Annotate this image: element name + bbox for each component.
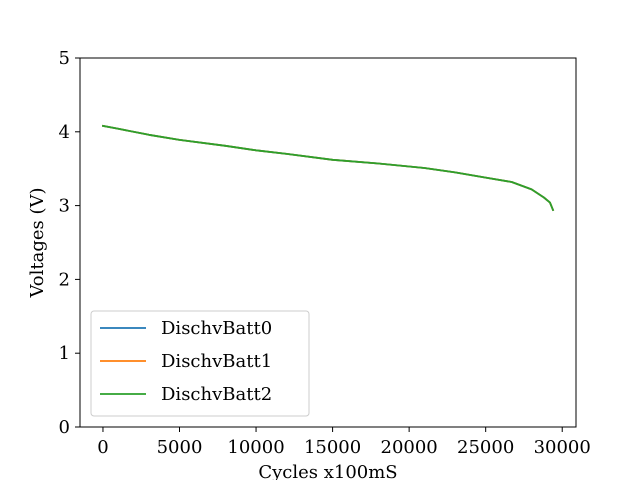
x-tick-label: 25000 bbox=[457, 437, 514, 458]
legend-label: DischvBatt0 bbox=[161, 318, 272, 339]
x-axis: 0 5000 10000 15000 20000 25000 30000 bbox=[97, 427, 591, 458]
y-tick-label: 2 bbox=[59, 269, 70, 290]
y-tick-label: 5 bbox=[59, 48, 70, 69]
legend-box bbox=[90, 310, 310, 417]
x-tick-label: 20000 bbox=[381, 437, 438, 458]
x-tick-label: 0 bbox=[97, 437, 108, 458]
y-axis-label: Voltages (V) bbox=[27, 187, 48, 298]
legend-label: DischvBatt1 bbox=[161, 351, 272, 372]
series-lines bbox=[101, 124, 555, 212]
x-axis-label: Cycles x100mS bbox=[258, 462, 397, 480]
y-axis: 0 1 2 3 4 5 bbox=[59, 48, 80, 438]
legend: DischvBatt0 DischvBatt1 DischvBatt2 bbox=[90, 310, 310, 417]
y-tick-label: 3 bbox=[59, 196, 70, 217]
axes-frame bbox=[79, 57, 577, 428]
y-tick-label: 4 bbox=[59, 122, 70, 143]
y-tick-label: 0 bbox=[59, 417, 70, 438]
series-line-DischvBatt2 bbox=[101, 124, 555, 212]
legend-label: DischvBatt2 bbox=[161, 384, 272, 405]
x-tick-label: 5000 bbox=[157, 437, 203, 458]
x-tick-label: 15000 bbox=[304, 437, 361, 458]
x-tick-label: 10000 bbox=[227, 437, 284, 458]
y-tick-label: 1 bbox=[59, 343, 70, 364]
plot-frame bbox=[79, 57, 577, 428]
x-tick-label: 30000 bbox=[534, 437, 591, 458]
